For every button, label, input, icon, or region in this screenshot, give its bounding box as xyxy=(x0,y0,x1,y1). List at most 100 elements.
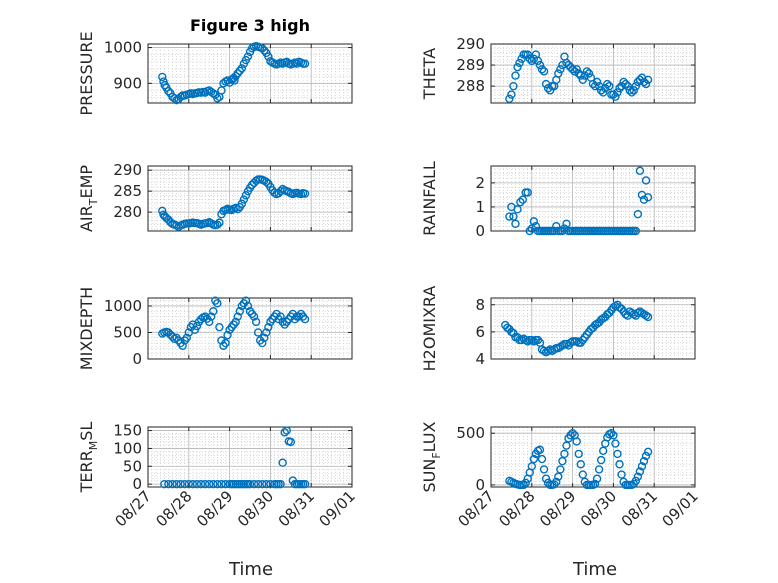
data-point xyxy=(641,79,651,89)
y-axis-label-part: AIR xyxy=(77,205,96,232)
data-point xyxy=(637,462,647,471)
data-point xyxy=(558,341,567,350)
y-tick-label: 150 xyxy=(113,422,142,440)
x-tick-label: 09/01 xyxy=(659,487,702,530)
data-point xyxy=(213,220,222,229)
data-point xyxy=(262,177,271,187)
data-point xyxy=(182,333,191,342)
y-tick-label: 2 xyxy=(475,174,485,192)
data-point xyxy=(505,212,514,221)
data-point xyxy=(300,189,310,198)
data-point xyxy=(249,312,259,321)
data-point xyxy=(200,88,210,97)
data-point xyxy=(635,166,645,176)
y-tick-label: 0 xyxy=(475,476,485,494)
data-point xyxy=(596,455,606,465)
data-point xyxy=(221,338,230,348)
data-point xyxy=(621,79,630,89)
data-point xyxy=(594,465,604,474)
data-point xyxy=(639,195,649,204)
data-point xyxy=(584,69,594,78)
data-point xyxy=(541,474,551,483)
data-point xyxy=(258,338,267,348)
x-tick-label: 08/28 xyxy=(152,487,195,530)
data-point xyxy=(507,90,516,99)
data-point xyxy=(635,75,645,85)
data-point xyxy=(241,191,251,200)
data-point xyxy=(233,69,242,78)
data-point xyxy=(215,322,224,332)
data-point xyxy=(176,479,185,489)
data-point xyxy=(253,479,263,489)
data-point xyxy=(260,333,269,342)
data-point xyxy=(243,301,253,311)
axes-box xyxy=(490,43,696,104)
data-point xyxy=(262,328,271,337)
data-point xyxy=(582,67,592,76)
data-point xyxy=(168,479,177,489)
panel-sun-flux: 050008/2708/2808/2908/3008/3109/01SUNFLU… xyxy=(420,421,702,530)
data-point xyxy=(264,322,273,332)
data-point xyxy=(572,65,581,74)
data-point xyxy=(184,479,194,489)
data-point xyxy=(209,479,218,489)
data-point xyxy=(590,81,600,91)
x-tick-label: 08/30 xyxy=(234,487,277,530)
data-point xyxy=(527,335,536,345)
data-point xyxy=(531,221,541,231)
data-point xyxy=(529,217,539,226)
data-point xyxy=(611,439,620,448)
data-point xyxy=(556,465,565,474)
data-point xyxy=(160,479,169,489)
x-tick-label: 08/31 xyxy=(618,487,661,530)
markers xyxy=(158,296,310,350)
data-point xyxy=(529,54,539,63)
data-point xyxy=(568,65,577,74)
data-point xyxy=(511,219,520,228)
data-point xyxy=(278,458,287,467)
data-point xyxy=(509,212,518,221)
data-point xyxy=(521,478,530,488)
data-point xyxy=(558,456,567,466)
data-point xyxy=(625,86,634,95)
x-tick-label: 08/29 xyxy=(536,487,579,530)
data-point xyxy=(233,204,242,214)
y-axis-label: AIRTEMP xyxy=(77,165,100,232)
data-point xyxy=(525,54,534,63)
y-tick-label: 8 xyxy=(475,296,485,314)
markers xyxy=(158,41,310,105)
data-point xyxy=(513,205,522,214)
figure-title: Figure 3 high xyxy=(190,16,310,35)
data-point xyxy=(558,60,567,70)
data-point xyxy=(221,479,230,489)
data-point xyxy=(204,479,214,489)
data-point xyxy=(529,454,539,464)
data-point xyxy=(552,477,561,487)
y-tick-label: 6 xyxy=(475,323,485,341)
data-point xyxy=(200,312,210,321)
data-point xyxy=(300,479,310,489)
markers xyxy=(505,166,653,236)
y-tick-label: 50 xyxy=(123,457,142,475)
data-point xyxy=(188,479,198,489)
data-point xyxy=(576,460,585,469)
data-point xyxy=(276,479,285,489)
data-point xyxy=(164,479,173,489)
data-point xyxy=(282,426,291,435)
y-axis-label: TERRMSL xyxy=(77,422,100,494)
y-tick-label: 0 xyxy=(132,350,142,368)
data-point xyxy=(527,56,536,66)
data-point xyxy=(609,90,618,99)
panel-rainfall: 0 1 2 RAINFALL xyxy=(420,161,696,240)
data-point xyxy=(158,72,167,82)
data-point xyxy=(300,59,310,68)
x-tick-label: 08/30 xyxy=(577,487,620,530)
data-point xyxy=(213,299,222,308)
data-point xyxy=(292,59,302,68)
markers xyxy=(160,426,310,489)
y-tick-label: 500 xyxy=(456,424,485,442)
data-point xyxy=(537,65,547,74)
data-point xyxy=(562,441,571,450)
